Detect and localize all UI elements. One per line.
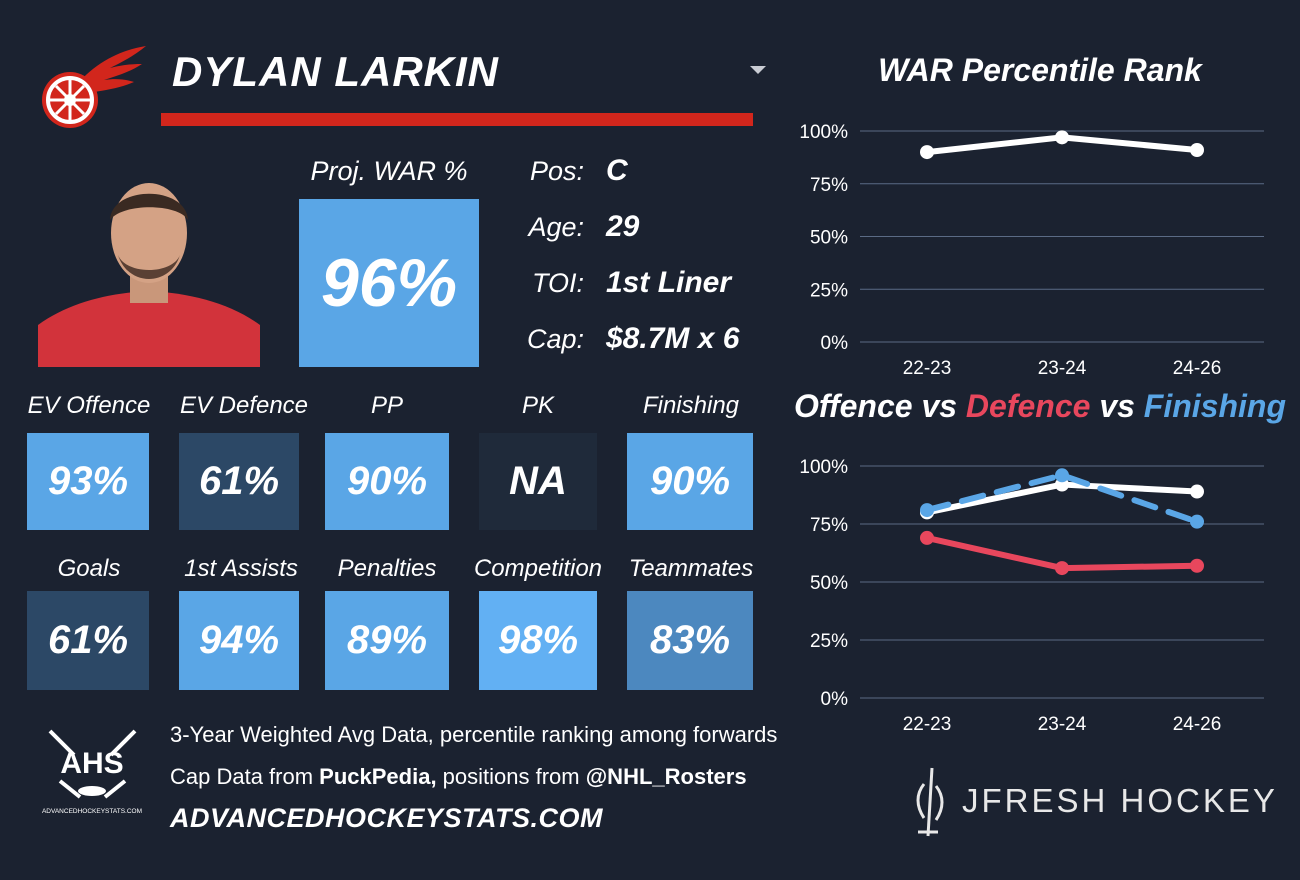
stat-tile-pk: NA (479, 433, 597, 530)
site-url[interactable]: ADVANCEDHOCKEYSTATS.COM (170, 803, 604, 833)
stat-tile-ev-defence: 61% (179, 433, 299, 530)
chart2-title-vs-2: vs (1090, 388, 1144, 424)
stat-tile-finishing: 90% (627, 433, 753, 530)
y-tick-label: 50% (810, 573, 848, 594)
chart2-title-defence: Defence (965, 388, 1091, 424)
stat-tile-ev-offence: 93% (27, 433, 149, 530)
footer-line-2: Cap Data from PuckPedia, positions from … (170, 764, 747, 790)
stat-label-finishing: Finishing (642, 392, 740, 419)
series-line-finishing (924, 472, 1200, 525)
war-percentile-chart: 100% 75% 50% 25% 0% 22-23 23-24 24-26 (799, 122, 1264, 379)
y-tick-label: 100% (799, 457, 848, 478)
proj-war-label: Proj. WAR % (310, 156, 468, 186)
stat-label-ev-defence: EV Defence (179, 392, 309, 419)
cap-label: Cap: (526, 324, 584, 354)
data-point (920, 530, 934, 545)
pos-value: C (606, 154, 628, 187)
stat-label-goals: Goals (57, 555, 121, 582)
age-value: 29 (606, 210, 640, 243)
jfresh-logo-icon (916, 767, 944, 837)
x-tick-label: 24-26 (1173, 358, 1222, 379)
footer-nhl-rosters[interactable]: @NHL_Rosters (585, 764, 747, 789)
age-label: Age: (528, 212, 584, 242)
ahs-logo-small-text: ADVANCEDHOCKEYSTATS.COM (42, 808, 142, 815)
stat-label-penalties: Penalties (337, 555, 437, 582)
y-tick-label: 0% (821, 689, 849, 710)
stat-label-pk: PK (521, 392, 554, 419)
proj-war-value: 96% (299, 199, 479, 367)
jfresh-brand: JFRESH HOCKEY (962, 782, 1278, 819)
y-tick-label: 100% (799, 122, 848, 143)
stat-label-teammates: Teammates (628, 555, 754, 582)
y-tick-label: 25% (810, 280, 848, 301)
stat-label-pp: PP (370, 392, 403, 419)
data-point (1055, 130, 1069, 145)
data-point (1190, 558, 1204, 573)
title-underline (161, 113, 753, 126)
toi-value: 1st Liner (606, 266, 732, 299)
x-tick-label: 22-23 (903, 358, 952, 379)
chart2-title-finishing: Finishing (1143, 388, 1286, 424)
stat-tile-pp: 90% (325, 433, 449, 530)
chart2-title: Offence vs Defence vs Finishing (790, 388, 1290, 425)
footer-positions-text: positions from (436, 764, 586, 789)
y-tick-label: 25% (810, 631, 848, 652)
data-point (1055, 561, 1069, 576)
stat-label-1st-assists: 1st Assists (184, 555, 298, 582)
ahs-logo: AHS ADVANCEDHOCKEYSTATS.COM (42, 729, 142, 815)
stat-tile-teammates: 83% (627, 591, 753, 690)
stat-tile-goals: 61% (27, 591, 149, 690)
data-point (920, 145, 934, 160)
cap-value: $8.7M x 6 (606, 322, 740, 355)
y-tick-label: 50% (810, 228, 848, 249)
y-tick-label: 75% (810, 515, 848, 536)
y-tick-label: 0% (821, 333, 849, 354)
dropdown-caret-icon[interactable] (750, 66, 766, 74)
x-tick-label: 23-24 (1038, 358, 1087, 379)
stat-tile-1st-assists: 94% (179, 591, 299, 690)
footer-cap-prefix: Cap Data from (170, 764, 320, 789)
data-point (1190, 514, 1204, 529)
x-tick-label: 24-26 (1173, 714, 1222, 735)
toi-label: TOI: (531, 268, 584, 298)
chart2-title-vs-1: vs (912, 388, 966, 424)
data-point (1055, 468, 1069, 483)
stat-label-ev-offence: EV Offence (27, 392, 151, 419)
x-tick-label: 23-24 (1038, 714, 1087, 735)
stat-tile-competition: 98% (479, 591, 597, 690)
footer-line-1: 3-Year Weighted Avg Data, percentile ran… (170, 722, 778, 747)
y-tick-label: 75% (810, 175, 848, 196)
chart1-title: WAR Percentile Rank (878, 52, 1202, 88)
ahs-logo-text: AHS (60, 747, 123, 780)
x-tick-label: 22-23 (903, 714, 952, 735)
player-photo (38, 175, 260, 367)
chart2-title-offence: Offence (793, 388, 913, 424)
data-point (1190, 484, 1204, 499)
data-point (1190, 142, 1204, 157)
offence-defence-finishing-chart: 100% 75% 50% 25% 0% 22-23 23-24 24-26 (799, 457, 1264, 735)
data-point (920, 503, 934, 518)
stat-label-competition: Competition (473, 555, 603, 582)
pos-label: Pos: (529, 156, 584, 186)
footer-puckpedia[interactable]: PuckPedia, (319, 764, 437, 789)
team-logo (42, 46, 146, 128)
stat-tile-penalties: 89% (325, 591, 449, 690)
player-name: DYLAN LARKIN (172, 48, 499, 95)
